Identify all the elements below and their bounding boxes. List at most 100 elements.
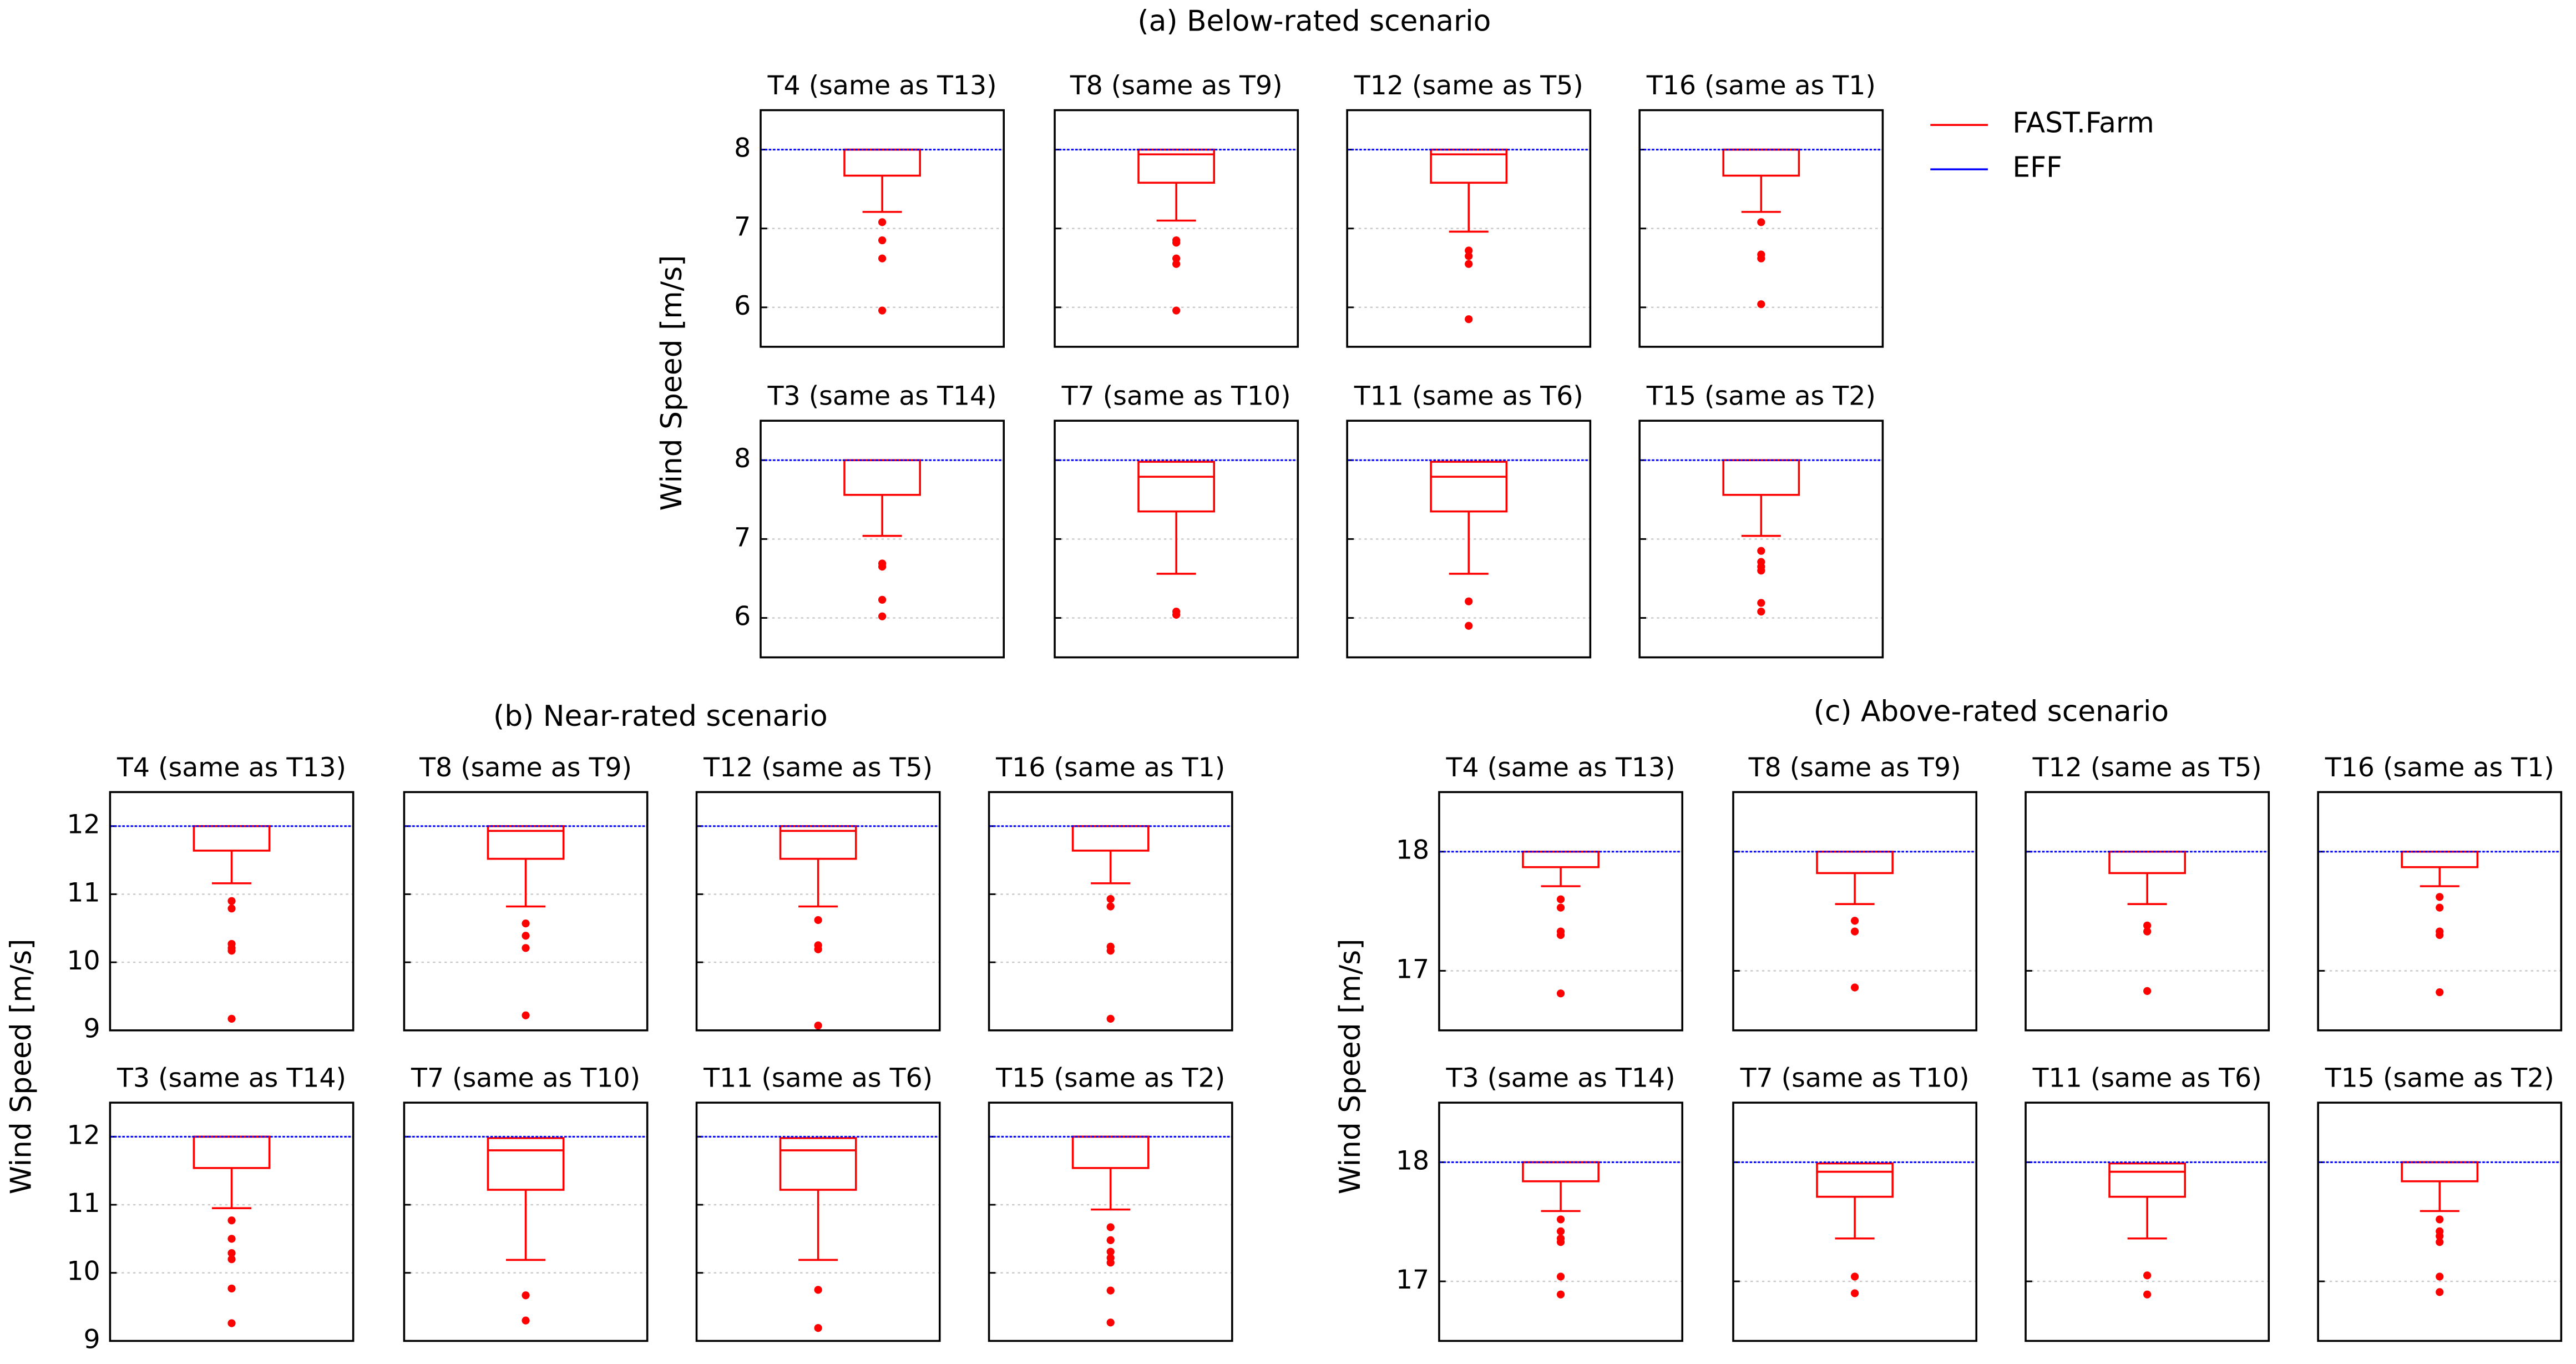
flier (1757, 547, 1765, 555)
subplot-title: T12 (same as T5) (703, 752, 933, 783)
flier (2436, 1232, 2444, 1240)
axes-frame (760, 109, 1005, 348)
axes-frame (1054, 109, 1299, 348)
box (2108, 1162, 2187, 1198)
flier (2436, 903, 2444, 912)
box (779, 1137, 857, 1191)
chart-title: (c) Above-rated scenario (1814, 695, 2169, 728)
subplot-title: T8 (same as T9) (1748, 752, 1961, 783)
flier (227, 1255, 236, 1264)
flier (1106, 947, 1115, 955)
flier (1172, 254, 1181, 262)
box (1137, 461, 1216, 513)
flier (878, 236, 887, 245)
legend-label: EFF (2012, 151, 2062, 184)
subplot-title: T12 (same as T5) (2032, 752, 2262, 783)
y-tick-label: 18 (1396, 1145, 1429, 1176)
flier (1556, 1238, 1565, 1246)
y-tick-label: 6 (734, 602, 751, 632)
box (1430, 461, 1508, 513)
flier (227, 1216, 236, 1225)
y-axis-label: Wind Speed [m/s] (1334, 938, 1367, 1194)
flier (227, 947, 236, 955)
axes-frame (2025, 1102, 2270, 1342)
flier (1850, 1272, 1859, 1281)
subplot-title: T4 (same as T13) (117, 752, 346, 783)
box (193, 825, 271, 852)
subplot-title: T11 (same as T6) (1354, 381, 1583, 412)
axes-frame (1732, 791, 1977, 1032)
axes-frame (1054, 420, 1299, 659)
subplot-title: T3 (same as T14) (1446, 1063, 1676, 1094)
flier (2436, 893, 2444, 901)
flier (1172, 306, 1181, 315)
axes-frame (1346, 420, 1592, 659)
box (1137, 148, 1216, 184)
legend-label: FAST.Farm (2012, 107, 2154, 139)
subplot-title: T12 (same as T5) (1354, 70, 1583, 101)
subplot-title: T3 (same as T14) (117, 1063, 346, 1094)
axes-frame (988, 1102, 1233, 1342)
y-tick-label: 7 (734, 212, 751, 243)
flier (878, 595, 887, 604)
flier (1757, 254, 1765, 262)
axes-frame (1732, 1102, 1977, 1342)
flier (1556, 1272, 1565, 1281)
flier (878, 254, 887, 262)
flier (1757, 599, 1765, 607)
flier (522, 1316, 530, 1325)
subplot-title: T11 (same as T6) (703, 1063, 933, 1094)
subplot-title: T15 (same as T2) (995, 1063, 1225, 1094)
axes-frame (1638, 420, 1884, 659)
axes-frame (2317, 791, 2563, 1032)
box (1816, 1162, 1894, 1198)
y-tick-label: 7 (734, 522, 751, 553)
flier (1465, 597, 1473, 605)
box (2401, 850, 2479, 868)
y-tick-label: 12 (67, 810, 100, 840)
flier (1556, 895, 1565, 903)
subplot-title: T11 (same as T6) (2032, 1063, 2262, 1094)
flier (814, 916, 822, 925)
flier (1556, 1215, 1565, 1224)
y-tick-label: 12 (67, 1120, 100, 1150)
flier (522, 932, 530, 940)
axes-frame (1346, 109, 1592, 348)
flier (1465, 252, 1473, 260)
flier (1106, 1286, 1115, 1295)
box (487, 1137, 565, 1191)
subplot-title: T15 (same as T2) (2325, 1063, 2554, 1094)
flier (814, 1286, 822, 1294)
flier (1106, 1223, 1115, 1231)
flier (878, 563, 887, 571)
flier (1556, 1227, 1565, 1236)
flier (1106, 1236, 1115, 1244)
y-tick-label: 17 (1396, 1265, 1429, 1295)
axes-frame (695, 1102, 941, 1342)
flier (2143, 1290, 2152, 1299)
subplot-title: T16 (same as T1) (1646, 70, 1876, 101)
flier (1757, 300, 1765, 309)
flier (227, 905, 236, 913)
flier (2436, 1238, 2444, 1246)
flier (878, 218, 887, 226)
flier (1850, 1289, 1859, 1297)
flier (227, 1014, 236, 1023)
flier (2436, 1272, 2444, 1281)
flier (1106, 1247, 1115, 1256)
flier (522, 1011, 530, 1019)
axes-frame (1438, 791, 1683, 1032)
subplot-title: T7 (same as T10) (411, 1063, 640, 1094)
flier (1106, 1014, 1115, 1023)
flier (227, 1249, 236, 1257)
subplot-title: T3 (same as T14) (767, 381, 997, 412)
flier (1757, 608, 1765, 616)
flier (1850, 983, 1859, 992)
box (2401, 1161, 2479, 1183)
y-axis-label: Wind Speed [m/s] (655, 255, 689, 511)
box (843, 459, 921, 496)
flier (1106, 902, 1115, 911)
axes-frame (403, 1102, 649, 1342)
y-tick-label: 10 (67, 946, 100, 976)
